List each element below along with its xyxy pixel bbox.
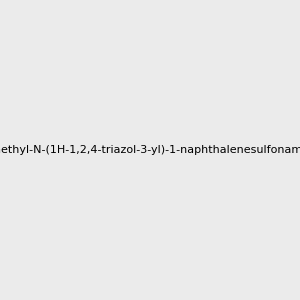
Text: 4-methyl-N-(1H-1,2,4-triazol-3-yl)-1-naphthalenesulfonamide: 4-methyl-N-(1H-1,2,4-triazol-3-yl)-1-nap… <box>0 145 300 155</box>
